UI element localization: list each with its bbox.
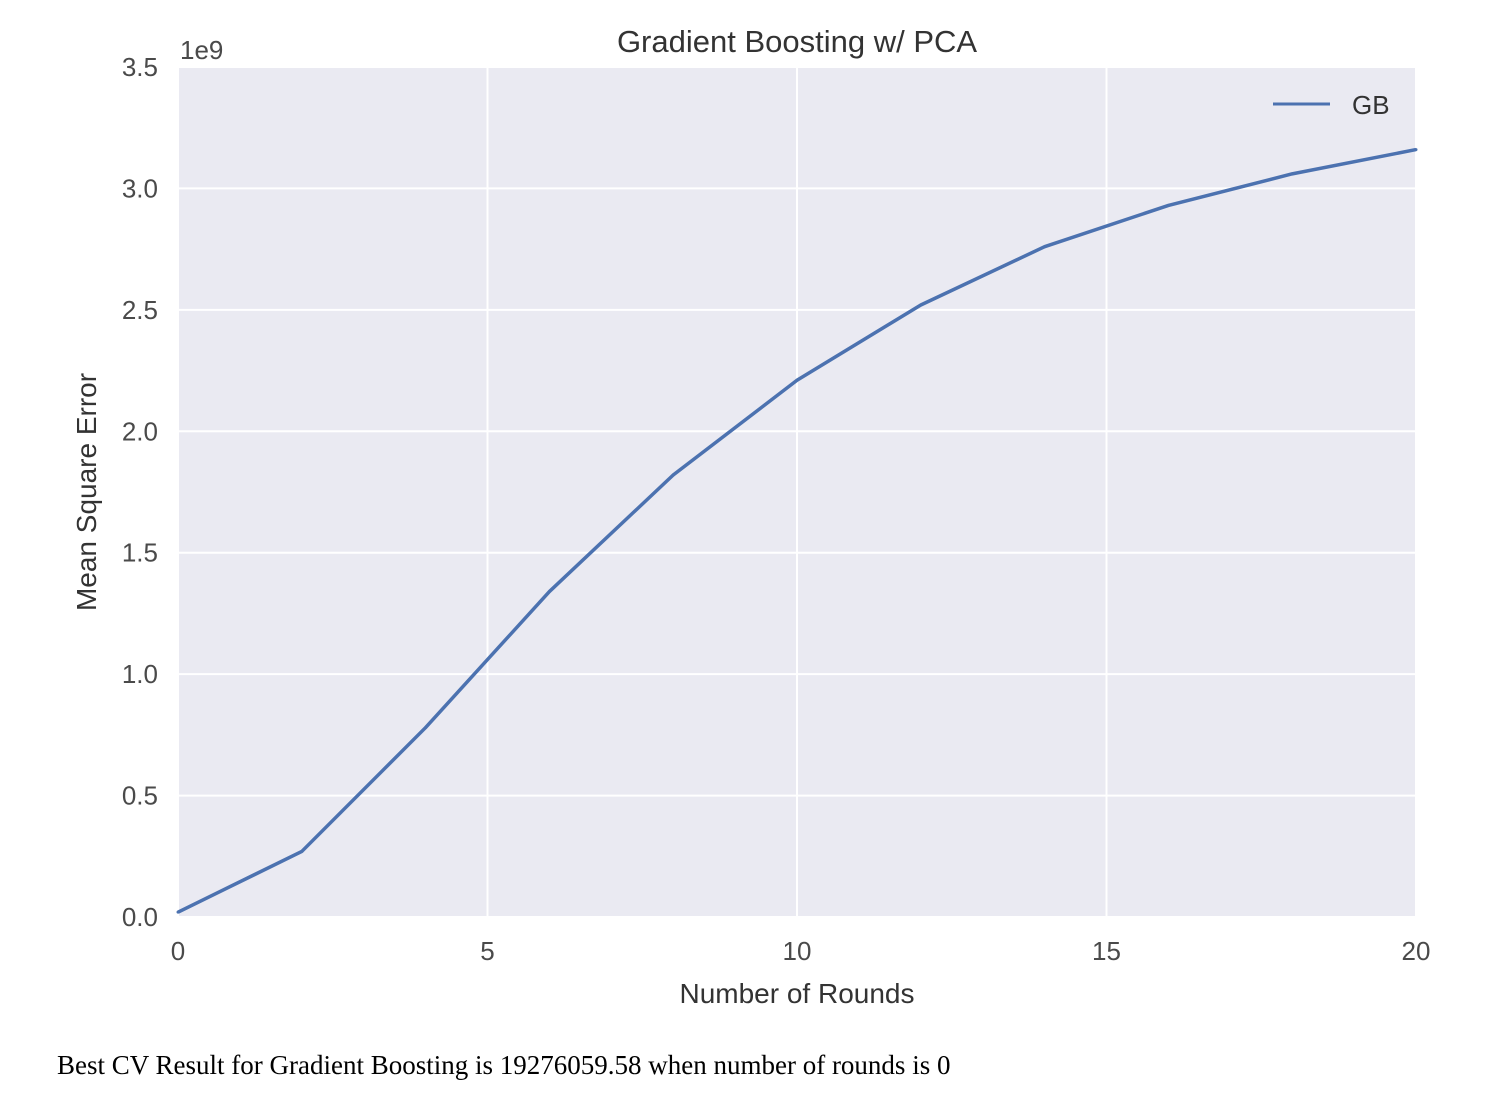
data-point	[795, 378, 799, 382]
data-point	[424, 726, 428, 730]
y-tick-label: 1.0	[122, 659, 158, 689]
y-offset-label: 1e9	[180, 35, 223, 65]
data-point	[1043, 245, 1047, 249]
x-tick-label: 15	[1092, 936, 1121, 966]
y-tick-label: 2.0	[122, 416, 158, 446]
x-axis-title: Number of Rounds	[679, 978, 914, 1009]
data-point	[671, 473, 675, 477]
data-point	[547, 590, 551, 594]
y-tick-label: 3.5	[122, 52, 158, 82]
result-caption: Best CV Result for Gradient Boosting is …	[57, 1050, 951, 1080]
x-tick-label: 0	[171, 936, 185, 966]
legend: GB	[1273, 90, 1390, 120]
x-tick-label: 10	[783, 936, 812, 966]
chart-title: Gradient Boosting w/ PCA	[617, 24, 977, 59]
x-tick-label: 5	[480, 936, 494, 966]
data-point	[1290, 172, 1294, 176]
line-chart: 0 5 10 15 20 0.0 0.5 1.0 1.5 2.0 2.5 3.0 3.5 1e9 Gr…	[71, 24, 1431, 1009]
x-tick-labels: 0 5 10 15 20	[171, 936, 1431, 966]
gridlines	[177, 66, 1417, 918]
x-tick-label: 20	[1402, 936, 1431, 966]
series-layer	[176, 147, 1418, 914]
y-tick-label: 2.5	[122, 295, 158, 325]
data-point	[1414, 148, 1418, 152]
data-point	[300, 849, 304, 853]
data-point	[1166, 203, 1170, 207]
data-point	[176, 910, 180, 914]
data-point	[919, 303, 923, 307]
y-tick-labels: 0.0 0.5 1.0 1.5 2.0 2.5 3.0 3.5	[122, 52, 158, 932]
y-axis-title: Mean Square Error	[71, 373, 102, 611]
y-tick-label: 3.0	[122, 173, 158, 203]
y-tick-label: 1.5	[122, 538, 158, 568]
y-tick-label: 0.5	[122, 781, 158, 811]
y-tick-label: 0.0	[122, 902, 158, 932]
legend-label-gb: GB	[1352, 90, 1390, 120]
